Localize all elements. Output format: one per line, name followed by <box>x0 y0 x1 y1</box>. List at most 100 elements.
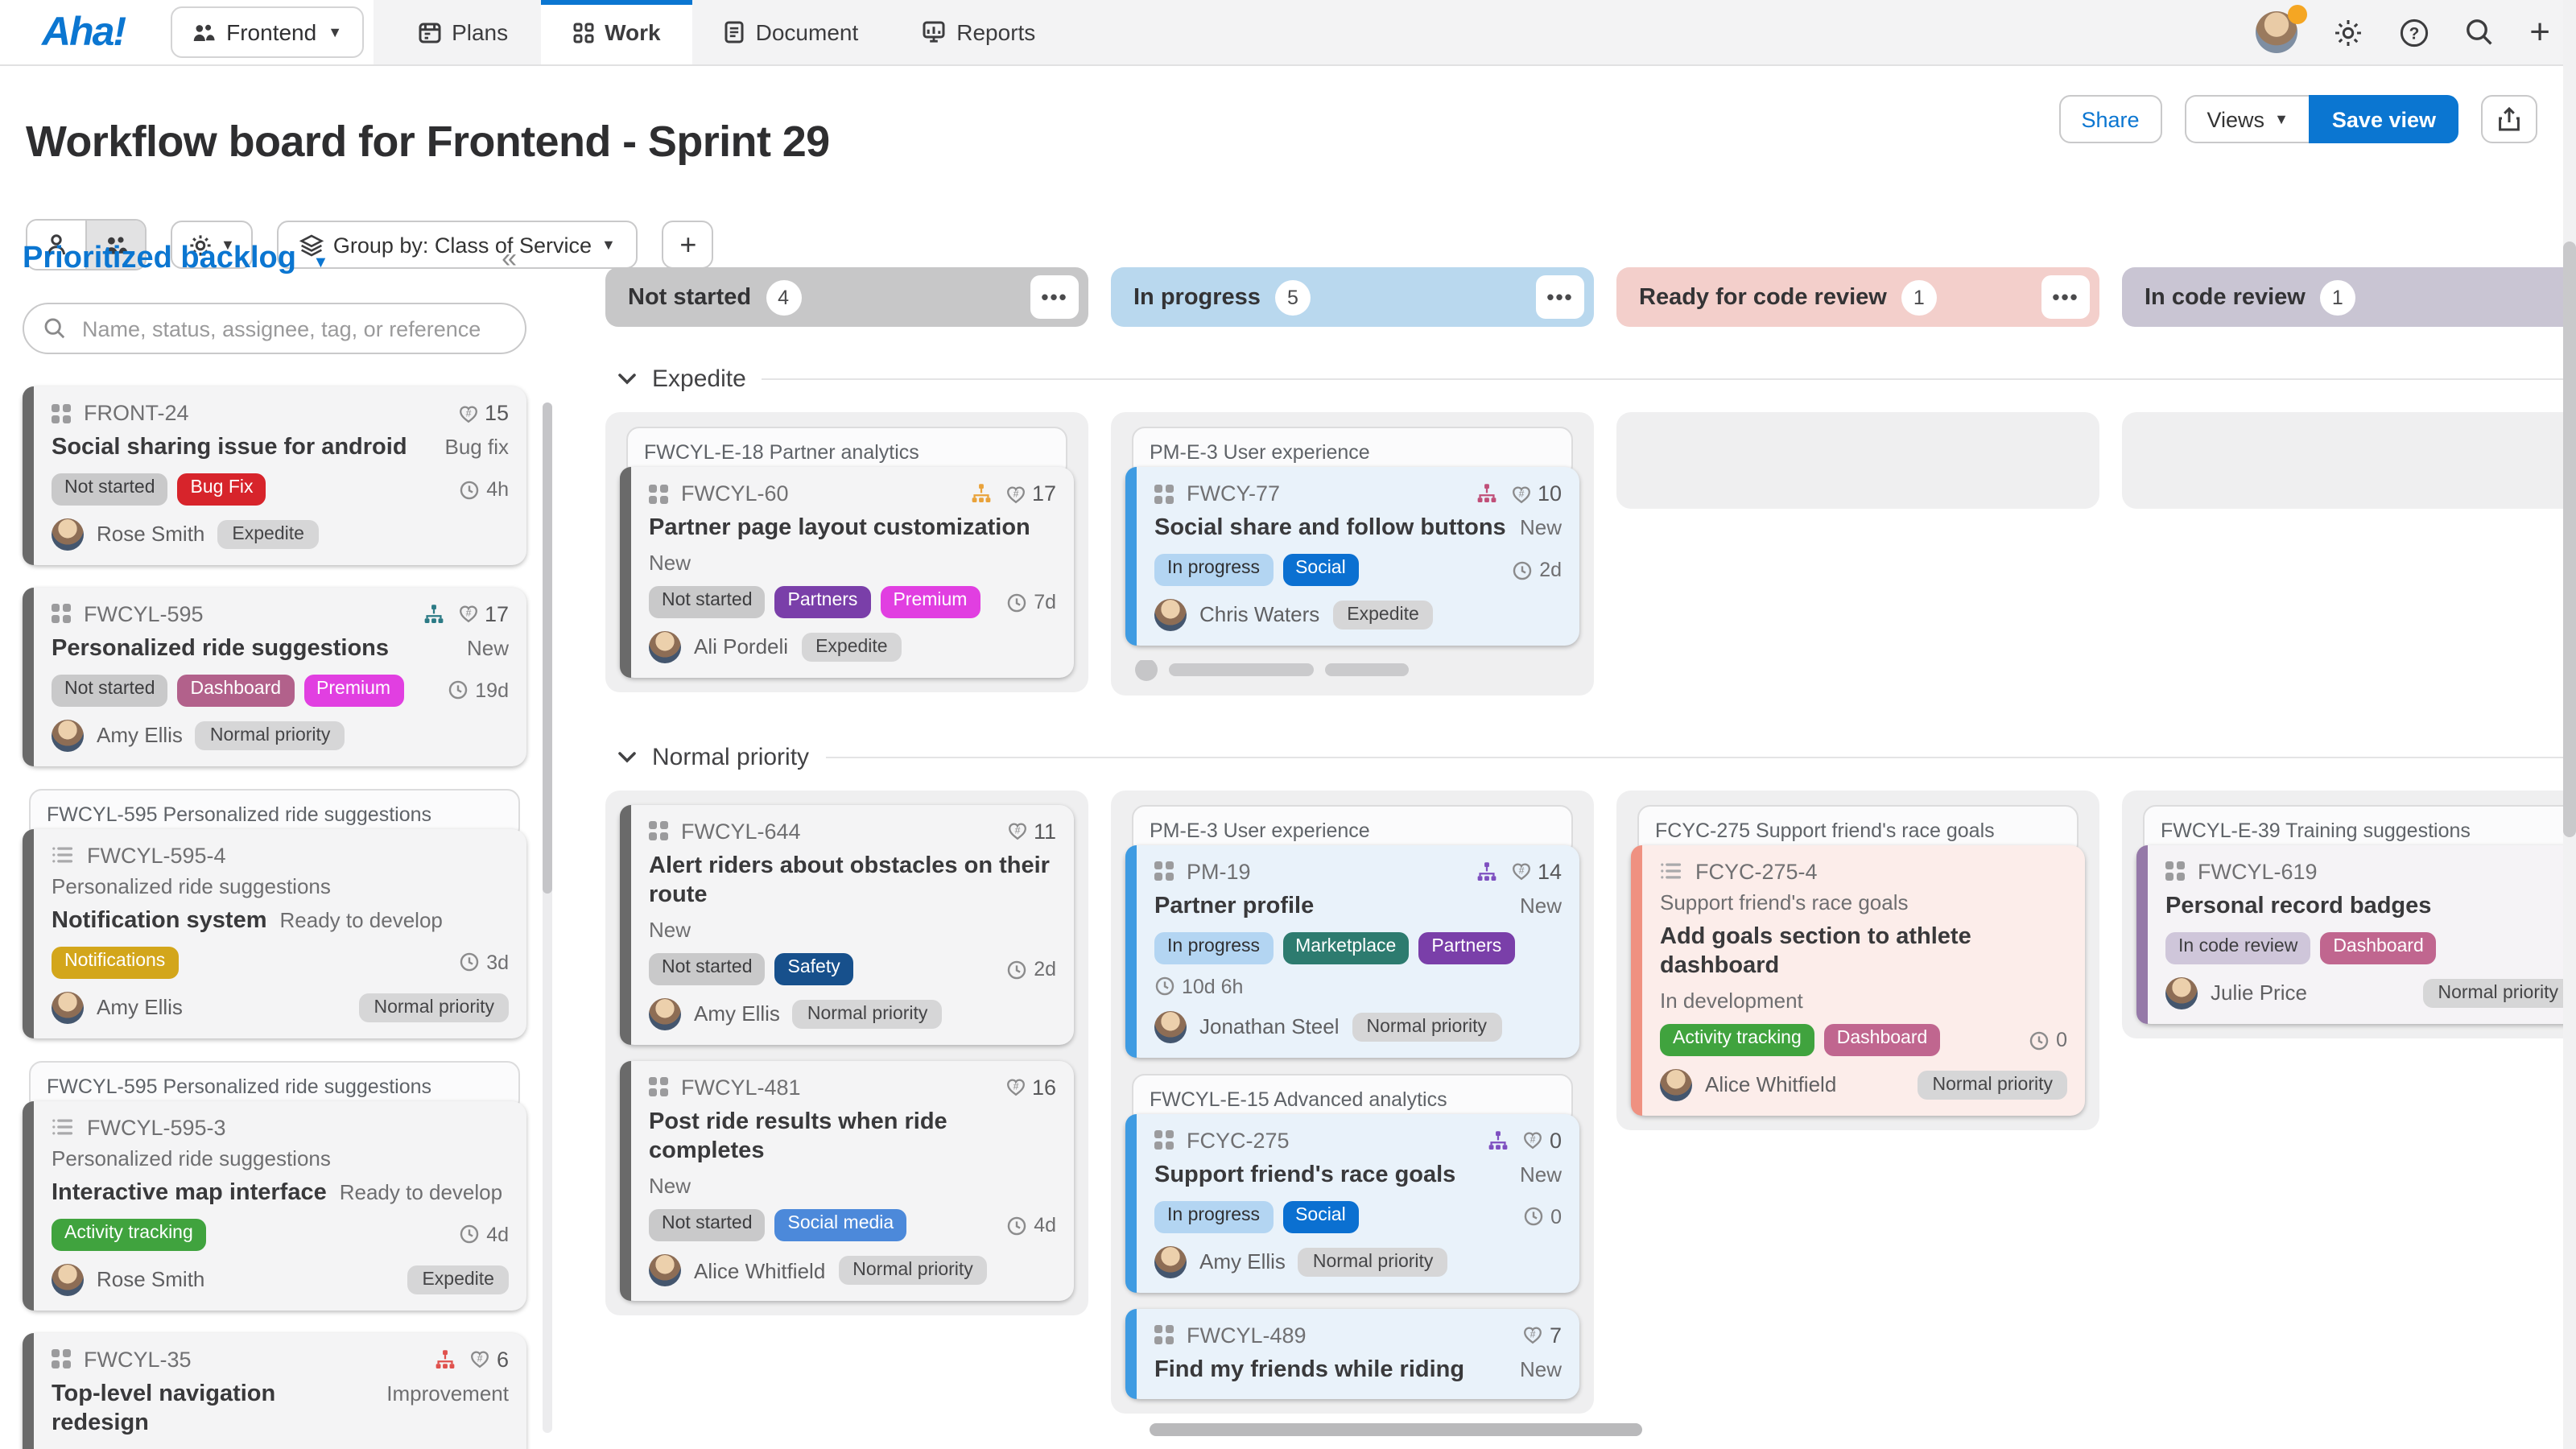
views-save-group: Views ▼ Save view <box>2184 95 2458 143</box>
avatar <box>649 1254 681 1287</box>
section-divider <box>825 756 2573 758</box>
board-card-fwcyl-489[interactable]: FWCYL-489 # 7 Find my friends while ridi… <box>1125 1308 1579 1400</box>
work-type: Bug fix <box>444 435 510 459</box>
workspace-selector[interactable]: Frontend ▼ <box>170 6 364 58</box>
record-id: FWCYL-481 <box>681 1075 801 1100</box>
priority-pill: Normal priority <box>1918 1070 2067 1100</box>
board-card-fcyc-275-4[interactable]: FCYC-275-4 Support friend's race goals A… <box>1631 844 2085 1117</box>
aha-logo[interactable]: Aha! <box>42 9 126 54</box>
status-pill: Not started <box>649 1209 766 1242</box>
tab-work[interactable]: Work <box>540 0 693 64</box>
feature-icon <box>1154 484 1174 503</box>
priority-pill: Expedite <box>217 519 319 549</box>
chart-icon <box>923 21 945 43</box>
card-title: Partner profile <box>1154 893 1315 919</box>
record-id: FRONT-24 <box>84 401 189 425</box>
chevron-down-icon: ▼ <box>312 254 329 272</box>
window-scrollbar-thumb[interactable] <box>2563 242 2576 837</box>
group-by-button[interactable]: Group by: Class of Service ▼ <box>276 221 638 270</box>
sidebar-search[interactable] <box>23 303 526 354</box>
board-card-fwcyl-60[interactable]: FWCYL-60 # 17 Partner page layout cu <box>620 467 1074 678</box>
card-title: Find my friends while riding <box>1154 1356 1465 1383</box>
backlog-title: Prioritized backlog <box>23 242 296 275</box>
column-header-not-started[interactable]: Not started 4 ••• <box>605 267 1088 327</box>
save-view-button[interactable]: Save view <box>2309 95 2458 143</box>
status-pill: Not started <box>52 675 168 707</box>
section-toggle[interactable]: Expedite <box>618 365 746 393</box>
hierarchy-icon <box>423 604 444 625</box>
backlog-title-dropdown[interactable]: Prioritized backlog ▼ <box>23 242 328 277</box>
card-title: Alert riders about obstacles on their ro… <box>649 852 1050 909</box>
svg-text:#: # <box>478 1353 484 1364</box>
backlog-card-fwcyl-595[interactable]: FWCYL-595 # 17 Personalized ride suggest… <box>23 587 526 766</box>
sidebar-scrollbar[interactable] <box>543 402 552 1433</box>
tag-pill: Bug Fix <box>177 473 266 506</box>
points-value: 17 <box>484 601 509 626</box>
backlog-card-fwcyl-595-3[interactable]: FWCYL-595-3 Personalized ride suggestion… <box>23 1100 526 1311</box>
tab-plans[interactable]: Plans <box>386 0 540 64</box>
column-label: In code review <box>2145 284 2306 310</box>
tag-pill: Social <box>1282 1200 1359 1233</box>
user-avatar[interactable] <box>2256 5 2308 53</box>
column-menu-button[interactable]: ••• <box>2041 275 2090 319</box>
time-value: 4d <box>1034 1214 1056 1237</box>
gear-icon[interactable] <box>2333 17 2363 47</box>
views-button[interactable]: Views ▼ <box>2184 95 2310 143</box>
assignee-name: Rose Smith <box>97 522 205 547</box>
board-settings-button[interactable]: ▼ <box>171 221 253 270</box>
window-scrollbar-track[interactable] <box>2563 0 2576 1449</box>
column-header-in-progress[interactable]: In progress 5 ••• <box>1111 267 1594 327</box>
time-estimate: 19d <box>448 679 509 702</box>
assignee-toggle-group <box>26 219 147 271</box>
page-title: Workflow board for Frontend - Sprint 29 <box>26 118 830 167</box>
backlog-card-fwcyl-35[interactable]: FWCYL-35 # 6 Top-level navigation redesi… <box>23 1332 526 1449</box>
chevron-down-icon: ▼ <box>328 23 343 39</box>
work-type: New <box>1519 1356 1562 1381</box>
tag-pill: Dashboard <box>2320 932 2437 964</box>
people-toggle-button[interactable] <box>85 221 145 270</box>
svg-text:#: # <box>1013 1081 1019 1092</box>
plus-icon[interactable]: + <box>2529 11 2550 52</box>
board-card-fwcyl-619[interactable]: FWCYL-619 Personal record badges In code… <box>2136 844 2576 1024</box>
backlog-card-front-24[interactable]: FRONT-24 # 15 Social sharing issue for a… <box>23 386 526 565</box>
tab-document[interactable]: Document <box>693 0 891 64</box>
time-estimate: 3d <box>459 952 509 974</box>
search-input[interactable] <box>79 315 506 342</box>
section-toggle[interactable]: Normal priority <box>618 744 809 771</box>
time-estimate: 0 <box>2029 1029 2067 1051</box>
work-type: New <box>1519 893 1562 918</box>
add-column-button[interactable]: + <box>662 221 714 270</box>
person-toggle-button[interactable] <box>27 221 85 270</box>
gear-icon <box>188 233 213 257</box>
svg-text:#: # <box>1013 488 1019 499</box>
share-button[interactable]: Share <box>2058 95 2162 143</box>
record-id: FWCYL-595-3 <box>87 1115 226 1140</box>
tab-reports[interactable]: Reports <box>890 0 1067 64</box>
priority-pill: Expedite <box>407 1265 509 1294</box>
feature-icon <box>1154 1325 1174 1345</box>
column-menu-button[interactable]: ••• <box>1536 275 1584 319</box>
board-card-fwcy-77[interactable]: FWCY-77 # 10 Social share and follow <box>1125 467 1579 646</box>
board-card-fcyc-275[interactable]: FCYC-275 # 0 Support friend's race g <box>1125 1113 1579 1293</box>
card-title: Post ride results when ride completes <box>649 1108 947 1165</box>
horizontal-scrollbar[interactable] <box>1150 1423 1642 1436</box>
backlog-card-fwcyl-595-4[interactable]: FWCYL-595-4 Personalized ride suggestion… <box>23 828 526 1038</box>
board-card-fwcyl-481[interactable]: FWCYL-481 # 16 Post ride results when ri… <box>620 1060 1074 1302</box>
svg-text:#: # <box>1531 1134 1537 1146</box>
record-id: FWCYL-60 <box>681 481 789 506</box>
search-icon[interactable] <box>2465 18 2494 47</box>
collapse-sidebar-icon[interactable]: « <box>502 243 517 274</box>
board-card-pm-19[interactable]: PM-19 # 14 Partner profile <box>1125 844 1579 1058</box>
assignee-name: Rose Smith <box>97 1267 205 1292</box>
help-icon[interactable]: ? <box>2399 17 2429 47</box>
tag-pill: Marketplace <box>1282 932 1410 964</box>
export-button[interactable] <box>2481 95 2537 143</box>
board-card-fwcyl-644[interactable]: FWCYL-644 # 11 Alert riders about obstac… <box>620 804 1074 1046</box>
tag-pill: Activity tracking <box>1660 1024 1814 1056</box>
column-menu-button[interactable]: ••• <box>1030 275 1079 319</box>
avatar <box>52 719 84 752</box>
column-header-in-code-review[interactable]: In code review 1 <box>2122 267 2576 327</box>
section-normal-priority: Normal priority <box>618 744 2576 771</box>
cell-not-started-expedite: FWCYL-E-18 Partner analytics FWCYL-60 # <box>605 412 1088 692</box>
column-header-ready-for-code-review[interactable]: Ready for code review 1 ••• <box>1616 267 2099 327</box>
